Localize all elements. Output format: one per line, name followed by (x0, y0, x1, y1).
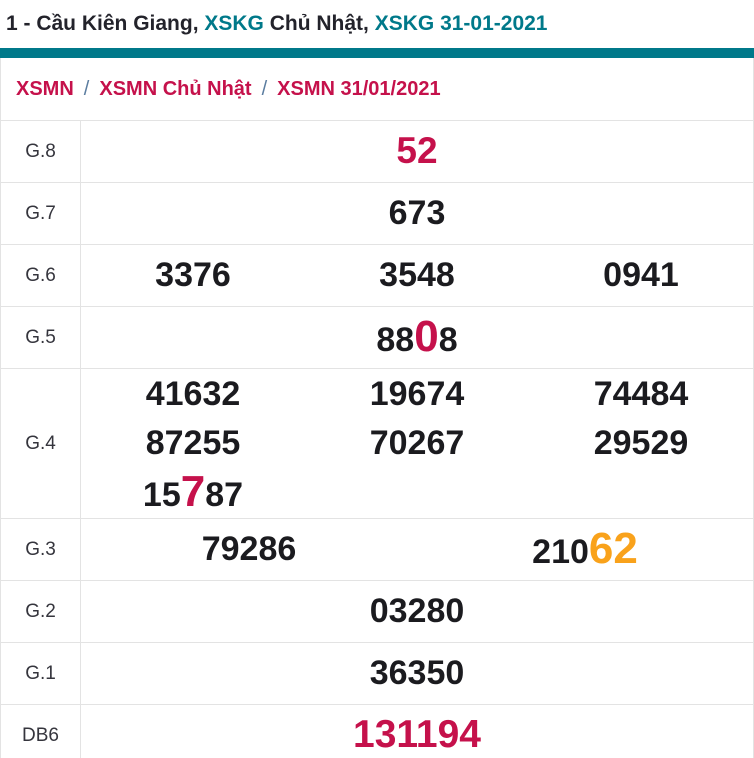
digits: 0941 (603, 255, 679, 294)
digits: 8 (438, 321, 458, 360)
prize-number: 15 7 87 (81, 466, 305, 516)
table-row-g3: G.3 79286 210 62 (1, 518, 753, 580)
divider-bar (0, 48, 754, 58)
digits: 87 (205, 475, 244, 514)
table-row-g4: G.4 41632 19674 74484 87255 70267 29529 15 7 87 (1, 368, 753, 518)
highlighted-digits: 0 (414, 312, 439, 362)
prize-number: 210 62 (417, 526, 753, 572)
title-text: 1 - Cầu Kiên Giang, (6, 12, 205, 35)
table-row-g6: G.6 3376 3548 0941 (1, 244, 753, 306)
prize-values: 88 0 8 (81, 307, 753, 368)
value-line: 15 7 87 (81, 468, 753, 516)
prize-number: 03280 (81, 591, 753, 630)
digits: 36350 (369, 653, 465, 692)
prize-label: G.6 (1, 245, 81, 306)
value-line: 3376 3548 0941 (81, 247, 753, 304)
prize-values: 673 (81, 183, 753, 244)
value-line: 03280 (81, 583, 753, 640)
digits: 210 (532, 533, 589, 572)
value-line: 87255 70267 29529 (81, 419, 753, 467)
prize-values: 3376 3548 0941 (81, 245, 753, 306)
table-row-g8: G.8 52 (1, 120, 753, 182)
title-link-xskg-date[interactable]: XSKG 31-01-2021 (374, 12, 548, 35)
highlighted-digits: 52 (396, 130, 438, 172)
breadcrumb-separator: / (261, 77, 268, 100)
breadcrumb-link-xsmn-chu-nhat[interactable]: XSMN Chủ Nhật (99, 77, 252, 100)
results-table: G.8 52 G.7 673 G.6 3376 3548 0941 G.5 88 0 8 G.4 4163… (1, 120, 753, 758)
prize-number: 19674 (305, 377, 529, 413)
digits: 19674 (369, 375, 465, 414)
prize-number: 79286 (81, 529, 417, 568)
prize-values: 03280 (81, 581, 753, 642)
prize-number: 0941 (529, 255, 753, 294)
digits: 3548 (379, 255, 455, 294)
prize-label: G.8 (1, 121, 81, 182)
prize-number: 29529 (529, 423, 753, 462)
prize-number: 70267 (305, 423, 529, 462)
highlighted-digits: 62 (588, 524, 638, 574)
highlighted-digits: 7 (180, 466, 206, 516)
digits: 15 (142, 475, 181, 514)
digits: 41632 (145, 375, 241, 414)
value-line: 36350 (81, 645, 753, 702)
prize-values: 41632 19674 74484 87255 70267 29529 15 7 87 (81, 369, 753, 518)
prize-values: 52 (81, 121, 753, 182)
prize-number: 88 0 8 (81, 314, 753, 360)
digits: 3376 (155, 255, 231, 294)
digits: 88 (376, 321, 415, 360)
value-line: 41632 19674 74484 (81, 371, 753, 419)
prize-number: 41632 (81, 377, 305, 413)
table-row-g5: G.5 88 0 8 (1, 306, 753, 368)
breadcrumb-link-xsmn-date[interactable]: XSMN 31/01/2021 (277, 77, 441, 100)
prize-label: G.4 (1, 369, 81, 518)
highlighted-digits: 131194 (353, 713, 481, 757)
prize-number: 52 (81, 130, 753, 172)
prize-number: 3548 (305, 255, 529, 294)
digits: 03280 (369, 591, 465, 630)
prize-label: G.1 (1, 643, 81, 704)
title-link-xskg[interactable]: XSKG (204, 12, 264, 35)
digits: 70267 (369, 423, 465, 462)
digits: 79286 (201, 529, 297, 568)
results-panel: XSMN / XSMN Chủ Nhật / XSMN 31/01/2021 G… (0, 58, 754, 758)
table-row-g1: G.1 36350 (1, 642, 753, 704)
prize-label: G.5 (1, 307, 81, 368)
prize-values: 79286 210 62 (81, 519, 753, 580)
value-line: 79286 210 62 (81, 521, 753, 578)
prize-number: 673 (81, 193, 753, 232)
prize-label: G.3 (1, 519, 81, 580)
digits: 87255 (145, 423, 241, 462)
title-text: Chủ Nhật, (263, 12, 375, 35)
page-title: 1 - Cầu Kiên Giang, XSKG Chủ Nhật, XSKG … (0, 0, 754, 48)
prize-number: 3376 (81, 255, 305, 294)
table-row-db6: DB6 131194 (1, 704, 753, 758)
value-line: 88 0 8 (81, 309, 753, 366)
value-line: 131194 (81, 707, 753, 758)
prize-number: 87255 (81, 423, 305, 462)
prize-number: 36350 (81, 653, 753, 692)
prize-values: 36350 (81, 643, 753, 704)
table-row-g7: G.7 673 (1, 182, 753, 244)
prize-number: 131194 (81, 713, 753, 757)
value-line: 52 (81, 123, 753, 180)
breadcrumb-separator: / (83, 77, 90, 100)
breadcrumb-link-xsmn[interactable]: XSMN (16, 77, 74, 100)
digits: 29529 (593, 423, 689, 462)
digits: 673 (388, 193, 446, 232)
prize-number: 74484 (529, 377, 753, 413)
value-line: 673 (81, 185, 753, 242)
breadcrumb: XSMN / XSMN Chủ Nhật / XSMN 31/01/2021 (1, 58, 753, 120)
prize-label: G.2 (1, 581, 81, 642)
digits: 74484 (593, 375, 689, 414)
prize-label: DB6 (1, 705, 81, 758)
prize-label: G.7 (1, 183, 81, 244)
table-row-g2: G.2 03280 (1, 580, 753, 642)
prize-values: 131194 (81, 705, 753, 758)
